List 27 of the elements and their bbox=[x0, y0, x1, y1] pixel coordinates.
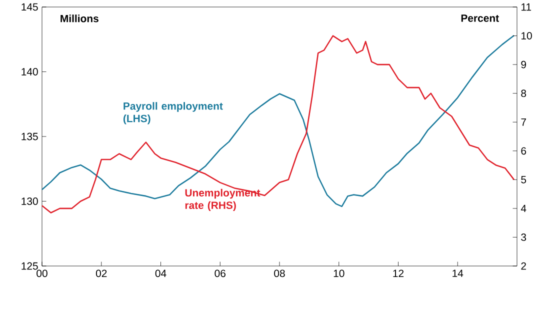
x-tick-label: 10 bbox=[334, 270, 344, 278]
y2-tick-label: 6 bbox=[521, 147, 526, 155]
y-tick-label: 130 bbox=[22, 198, 38, 205]
y2-tick-label: 8 bbox=[521, 90, 526, 98]
y2-tick-label: 9 bbox=[521, 60, 526, 68]
x-tick-label: 02 bbox=[96, 270, 107, 278]
y2-tick-label: 5 bbox=[521, 176, 526, 184]
y-tick-label: 125 bbox=[22, 262, 38, 270]
y-axis-title: Millions bbox=[60, 14, 98, 22]
y-tick-label: 135 bbox=[22, 132, 38, 140]
x-tick-label: 08 bbox=[274, 270, 285, 278]
x-tick-label: 06 bbox=[214, 270, 226, 278]
x-tick-label: 14 bbox=[452, 270, 464, 277]
y2-tick-label: 3 bbox=[521, 234, 526, 241]
y2-tick-label: 4 bbox=[520, 204, 526, 212]
x-tick-label: 12 bbox=[393, 270, 404, 277]
y2-tick-label: 11 bbox=[521, 3, 532, 11]
y2-axis-title: Percent bbox=[461, 14, 499, 22]
series-label: Unemployment rate (RHS) bbox=[185, 188, 260, 212]
y-tick-label: 140 bbox=[22, 68, 38, 76]
y2-tick-label: 2 bbox=[521, 262, 526, 270]
series-label: Payroll employment (LHS) bbox=[123, 102, 223, 124]
y2-tick-label: 10 bbox=[521, 32, 532, 40]
x-tick-label: 04 bbox=[155, 270, 166, 278]
y-tick-label: 145 bbox=[22, 3, 38, 11]
y2-tick-label: 7 bbox=[521, 118, 526, 126]
x-tick-label: 00 bbox=[36, 270, 48, 278]
